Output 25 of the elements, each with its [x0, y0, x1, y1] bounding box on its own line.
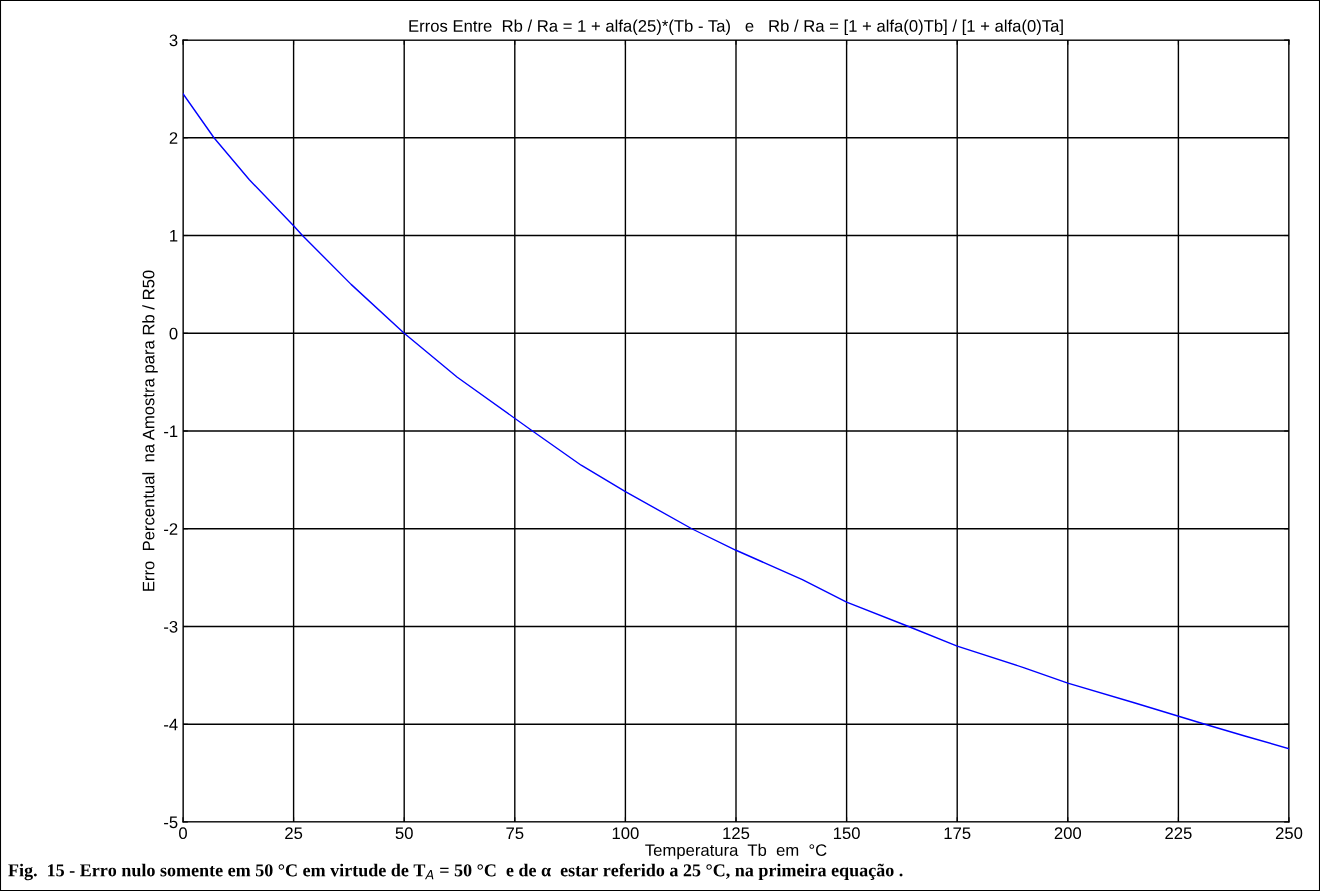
x-tick-label: 250	[1275, 827, 1303, 840]
y-tick-label: 3	[169, 34, 178, 47]
x-tick-label: 100	[612, 827, 639, 840]
x-tick-label: 0	[179, 827, 187, 840]
x-tick-label: 75	[506, 827, 524, 840]
y-tick-label: -5	[164, 816, 178, 829]
x-tick-label: 150	[833, 827, 860, 840]
x-tick-label: 200	[1054, 827, 1082, 840]
y-tick-label: 2	[169, 132, 178, 144]
x-tick-label: 225	[1165, 827, 1192, 840]
chart-title: Erros Entre Rb / Ra = 1 + alfa(25)*(Tb - Ta) e Rb / Ra = [1 + alfa(0)Tb] / [1 + alfa(0)Ta]	[409, 19, 1063, 36]
y-tick-label: -1	[164, 425, 178, 438]
x-tick-label: 25	[285, 827, 303, 840]
y-tick-label: -3	[164, 620, 178, 633]
y-tick-label: 1	[170, 230, 178, 242]
y-tick-label: -4	[164, 718, 178, 731]
x-tick-label: 125	[723, 827, 750, 840]
line-series	[183, 93, 1289, 750]
caption: Fig. 15 - Erro nulo somente em 50 °C em virtude de T$_{A}$ = 50 °C e de α estar referido a 25 °C, na primeira equação .	[8, 863, 903, 881]
x-tick-label: 50	[395, 827, 413, 840]
y-tick-label: 0	[169, 327, 178, 340]
x-axis-title: Temperatura Tb em °C	[645, 843, 827, 860]
y-axis-title: Erro Percentual na Amostra para Rb / R50	[142, 270, 158, 591]
x-tick-label: 175	[944, 827, 971, 840]
y-tick-label: -2	[164, 523, 178, 535]
